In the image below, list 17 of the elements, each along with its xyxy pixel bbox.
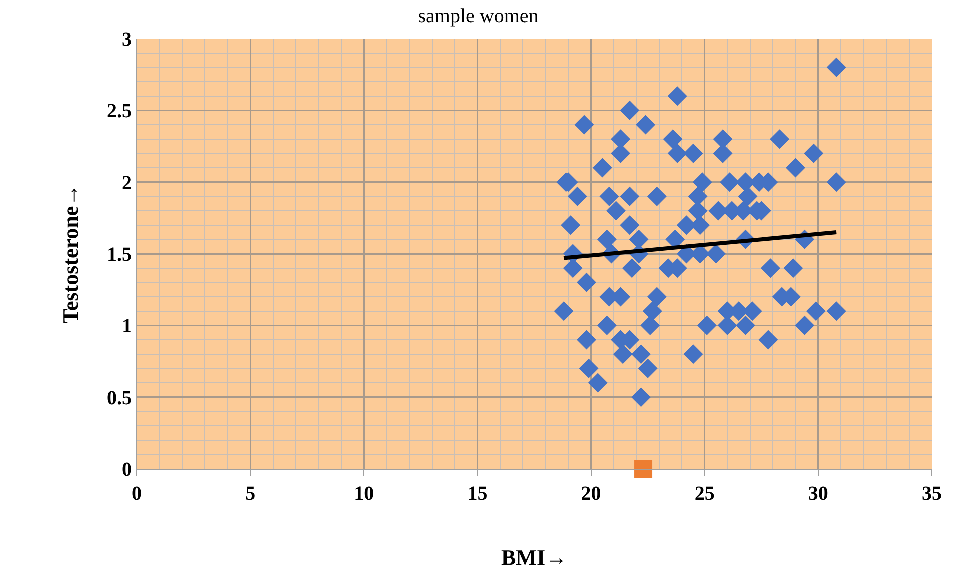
- x-tick-label: 30: [808, 483, 828, 505]
- x-axis-title: BMI→: [502, 544, 568, 570]
- x-tick-label: 10: [354, 483, 374, 505]
- y-axis-title: Testosterone→: [58, 184, 83, 324]
- y-tick-label: 1.5: [107, 244, 132, 266]
- y-tick-label: 2: [122, 172, 132, 194]
- x-tick-label: 15: [468, 483, 488, 505]
- y-tick-label: 1: [122, 316, 132, 338]
- x-tick-label: 35: [922, 483, 942, 505]
- x-tick-label: 20: [581, 483, 602, 505]
- x-tick-label: 25: [694, 483, 715, 505]
- y-tick-label: 3: [122, 29, 132, 51]
- y-tick-label: 2.5: [107, 100, 132, 123]
- y-tick-label: 0: [122, 459, 132, 481]
- y-tick-label: 0.5: [107, 387, 132, 410]
- x-tick-label: 5: [246, 483, 256, 505]
- chart-title: sample women: [418, 6, 539, 28]
